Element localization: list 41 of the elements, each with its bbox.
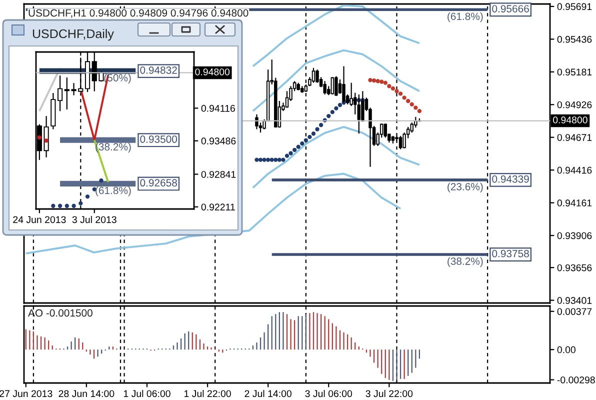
annotation: 0.92658 <box>140 179 177 187</box>
annotation: 0.94339 <box>492 175 529 183</box>
y-tick-label: 0.94926 <box>557 101 592 108</box>
y-tick-label: -0.00298 <box>557 376 595 384</box>
annotation: (38.2%) <box>448 257 483 267</box>
y-tick-label: 0.95181 <box>557 68 592 76</box>
x-tick-label: 27 Jun 2013 <box>0 390 52 398</box>
y-tick-label: 0.92211 <box>201 204 235 210</box>
y-tick-label: 0.95691 <box>557 3 592 10</box>
y-tick-label: 0.00377 <box>557 308 592 315</box>
annotation: 0.93758 <box>492 250 529 258</box>
annotation: 0.95666 <box>492 5 529 12</box>
x-tick-label: 28 Jun 14:00 <box>58 390 114 398</box>
annotation: (61.8%) <box>448 12 483 22</box>
annotation: 0.93500 <box>140 136 178 143</box>
x-tick-label: 3 Jul 06:00 <box>305 390 352 398</box>
x-tick-label: 3 Jul 2013 <box>72 216 116 224</box>
y-tick-label: 0.95436 <box>557 36 592 43</box>
y-tick-label: 0.94116 <box>201 104 235 112</box>
y-tick-label: 0.93401 <box>557 297 592 304</box>
x-tick-label: 2 Jul 14:00 <box>244 390 292 398</box>
ref-line-label: 0.94800 <box>195 68 230 76</box>
annotation: (61.8%) <box>96 186 131 196</box>
chart-title: USDCHF,H1 0.94800 0.94809 0.94796 0.94800 <box>28 9 248 18</box>
ref-line-label: 0.94800 <box>553 116 588 124</box>
y-tick-label: 0.92841 <box>201 170 236 178</box>
x-tick-label: 3 Jul 22:00 <box>366 390 413 398</box>
y-tick-label: 0.94416 <box>557 166 592 174</box>
y-tick-label: 0.00 <box>557 346 576 354</box>
x-tick-label: 1 Jul 22:00 <box>184 390 231 398</box>
chart-title: AO -0.001500 <box>28 309 92 317</box>
annotation: (23.6%) <box>448 182 483 192</box>
x-tick-label: 1 Jul 06:00 <box>124 390 170 398</box>
y-tick-label: 0.94671 <box>557 134 592 141</box>
y-tick-label: 0.94161 <box>557 200 592 206</box>
y-tick-label: 0.93486 <box>201 138 236 144</box>
y-tick-label: 0.93906 <box>557 232 592 240</box>
y-tick-label: 0.93656 <box>557 264 592 272</box>
chart-title: USDCHF,Daily <box>32 29 114 41</box>
x-tick-label: 24 Jun 2013 <box>13 216 66 224</box>
annotation: 0.94832 <box>140 66 177 74</box>
